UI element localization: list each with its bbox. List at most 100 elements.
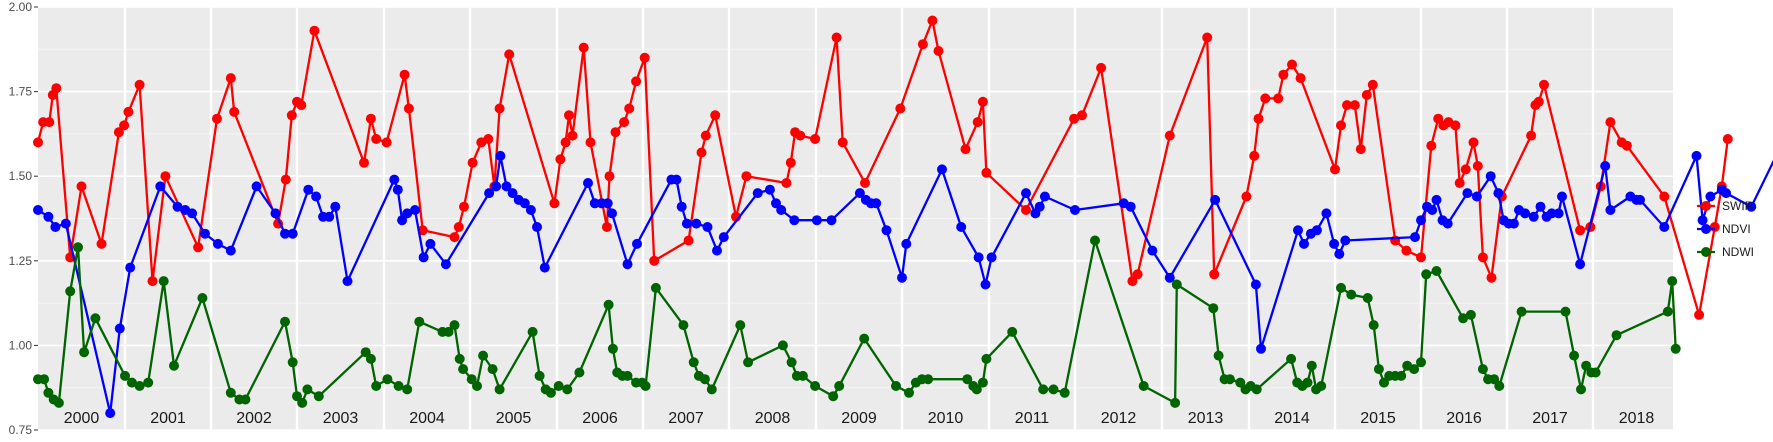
year-label: 2004 bbox=[409, 410, 445, 427]
swir-point bbox=[831, 32, 842, 43]
swir-point bbox=[33, 137, 43, 148]
ndwi-point bbox=[1090, 235, 1100, 246]
ndvi-point bbox=[1416, 215, 1426, 226]
ndvi-point bbox=[1147, 245, 1158, 256]
ndwi-point bbox=[365, 353, 376, 364]
ndwi-point bbox=[1038, 384, 1049, 395]
ndwi-point bbox=[297, 397, 308, 408]
legend-key-point-ndvi bbox=[1701, 224, 1711, 234]
swir-point bbox=[696, 147, 707, 158]
ndvi-point bbox=[854, 188, 865, 199]
swir-point bbox=[1426, 140, 1437, 151]
ndwi-point bbox=[688, 357, 699, 368]
ndvi-point bbox=[1034, 201, 1045, 212]
ndvi-point bbox=[752, 188, 763, 199]
ndwi-point bbox=[454, 353, 465, 364]
swir-point bbox=[649, 255, 660, 266]
ndvi-point bbox=[1321, 208, 1332, 219]
ndwi-point bbox=[743, 357, 754, 368]
year-label: 2009 bbox=[841, 410, 877, 427]
swir-point bbox=[1575, 225, 1586, 236]
ndvi-point bbox=[125, 262, 136, 273]
swir-point bbox=[147, 276, 158, 287]
ndvi-point bbox=[440, 259, 451, 270]
swir-point bbox=[309, 25, 320, 36]
ndvi-point bbox=[1070, 205, 1080, 215]
swir-point bbox=[1202, 32, 1213, 43]
ndvi-point bbox=[507, 188, 518, 199]
ndvi-point bbox=[155, 181, 166, 192]
year-label: 2005 bbox=[496, 410, 532, 427]
swir-point bbox=[459, 201, 469, 212]
ndvi-point bbox=[1575, 259, 1586, 270]
y-tick-label: 1.75 bbox=[9, 85, 33, 99]
ndwi-point bbox=[449, 320, 460, 331]
ndwi-point bbox=[280, 316, 290, 327]
ndwi-point bbox=[1048, 384, 1059, 395]
year-labels: 2000 2001 2002 2003 2004 2005 2006 2007 2008 2009… bbox=[64, 410, 1655, 427]
ndvi-point bbox=[539, 262, 550, 273]
ndwi-point bbox=[79, 347, 90, 358]
ndvi-point bbox=[402, 208, 413, 219]
swir-point bbox=[781, 178, 792, 188]
ndwi-point bbox=[1224, 374, 1235, 385]
swir-point bbox=[193, 242, 204, 253]
ndwi-point bbox=[90, 313, 101, 324]
ndwi-point bbox=[1396, 370, 1407, 381]
ndvi-point bbox=[1635, 194, 1645, 205]
swir-point bbox=[1621, 140, 1632, 151]
ndvi-point bbox=[105, 408, 116, 419]
ndwi-point bbox=[735, 320, 746, 331]
swir-point bbox=[1021, 205, 1031, 215]
swir-point bbox=[96, 238, 107, 249]
ndwi-point bbox=[1409, 364, 1420, 375]
ndwi-point bbox=[962, 374, 973, 385]
ndvi-point bbox=[956, 222, 967, 232]
ndwi-point bbox=[1213, 350, 1224, 361]
ndvi-point bbox=[681, 218, 692, 229]
ndvi-point bbox=[484, 188, 495, 199]
ndvi-point bbox=[1329, 238, 1340, 249]
swir-point bbox=[1273, 93, 1284, 104]
y-tick-label: 2.00 bbox=[9, 0, 33, 14]
legend-label-ndvi: NDVI bbox=[1722, 222, 1751, 236]
swir-point bbox=[403, 103, 414, 114]
swir-point bbox=[560, 137, 571, 148]
ndwi-point bbox=[1576, 384, 1586, 395]
swir-point bbox=[123, 106, 134, 117]
swir-point bbox=[359, 157, 369, 168]
ndvi-point bbox=[491, 181, 502, 192]
swir-point bbox=[494, 103, 505, 114]
ndvi-point bbox=[1039, 191, 1050, 202]
ndvi-point bbox=[43, 211, 54, 222]
year-label: 2016 bbox=[1446, 410, 1482, 427]
swir-point bbox=[1260, 93, 1271, 104]
swir-point bbox=[977, 96, 988, 107]
ndvi-point bbox=[871, 198, 882, 209]
ndwi-point bbox=[859, 333, 870, 344]
ndvi-point bbox=[1691, 150, 1702, 161]
ndvi-point bbox=[1697, 215, 1708, 226]
ndwi-point bbox=[371, 381, 382, 391]
swir-point bbox=[1709, 222, 1720, 232]
swir-point bbox=[1486, 272, 1497, 283]
legend: SWIR NDVI NDWI bbox=[1697, 199, 1754, 259]
swir-point bbox=[381, 137, 392, 148]
swir-point bbox=[785, 157, 796, 168]
swir-point bbox=[1164, 130, 1175, 141]
ndvi-point bbox=[1210, 194, 1221, 205]
ndvi-point bbox=[602, 198, 613, 209]
year-label: 2001 bbox=[150, 410, 186, 427]
ndwi-point bbox=[1662, 306, 1673, 317]
ndwi-point bbox=[828, 391, 839, 402]
swir-point bbox=[371, 134, 382, 144]
ndvi-point bbox=[702, 222, 713, 232]
ndvi-point bbox=[676, 201, 687, 212]
ndwi-point bbox=[553, 381, 564, 391]
ndwi-point bbox=[1059, 387, 1070, 398]
ndvi-point bbox=[280, 228, 290, 239]
ndvi-point bbox=[1746, 201, 1757, 212]
ndvi-point bbox=[1546, 208, 1557, 219]
swir-point bbox=[1367, 79, 1378, 90]
ndwi-point bbox=[810, 381, 821, 391]
